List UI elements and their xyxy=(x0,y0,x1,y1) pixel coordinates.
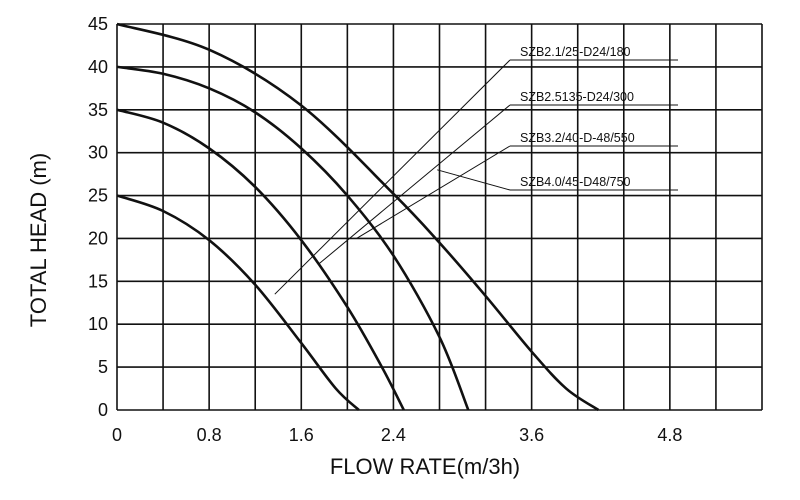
series-curve xyxy=(116,194,360,411)
x-tick-label: 2.4 xyxy=(381,425,406,445)
grid xyxy=(116,23,763,411)
series-curve xyxy=(116,65,470,411)
series-curve xyxy=(116,22,600,412)
leader-line xyxy=(274,59,511,295)
series-label: SZB2.5135-D24/300 xyxy=(520,90,634,104)
y-axis-title: TOTAL HEAD (m) xyxy=(26,153,51,327)
y-tick-label: 45 xyxy=(88,14,108,34)
y-tick-label: 30 xyxy=(88,143,108,163)
x-tick-label: 3.6 xyxy=(519,425,544,445)
y-tick-label: 40 xyxy=(88,57,108,77)
series-label: SZB2.1/25-D24/180 xyxy=(520,45,631,59)
x-tick-label: 0.8 xyxy=(197,425,222,445)
y-tick-label: 15 xyxy=(88,271,108,291)
y-tick-label: 20 xyxy=(88,228,108,248)
series-label: SZB4.0/45-D48/750 xyxy=(520,175,631,189)
x-axis-title: FLOW RATE(m/3h) xyxy=(330,454,520,479)
x-tick-label: 4.8 xyxy=(657,425,682,445)
series-labels: SZB2.1/25-D24/180 SZB2.5135-D24/300 SZB3.2… xyxy=(520,45,635,189)
y-tick-label: 10 xyxy=(88,314,108,334)
performance-curves xyxy=(116,22,600,412)
y-tick-labels: 0 5 10 15 20 25 30 35 40 45 xyxy=(88,14,108,420)
leader-line xyxy=(437,169,511,191)
leader-line xyxy=(356,145,511,239)
series-label: SZB3.2/40-D-48/550 xyxy=(520,131,635,145)
y-tick-label: 5 xyxy=(98,357,108,377)
y-tick-label: 35 xyxy=(88,100,108,120)
y-tick-label: 0 xyxy=(98,400,108,420)
x-tick-labels: 0 0.8 1.6 2.4 3.6 4.8 xyxy=(112,425,682,445)
x-tick-label: 0 xyxy=(112,425,122,445)
y-tick-label: 25 xyxy=(88,186,108,206)
leader-lines xyxy=(274,59,678,295)
x-tick-label: 1.6 xyxy=(289,425,314,445)
series-curve xyxy=(116,108,405,411)
leader-line xyxy=(318,104,511,265)
